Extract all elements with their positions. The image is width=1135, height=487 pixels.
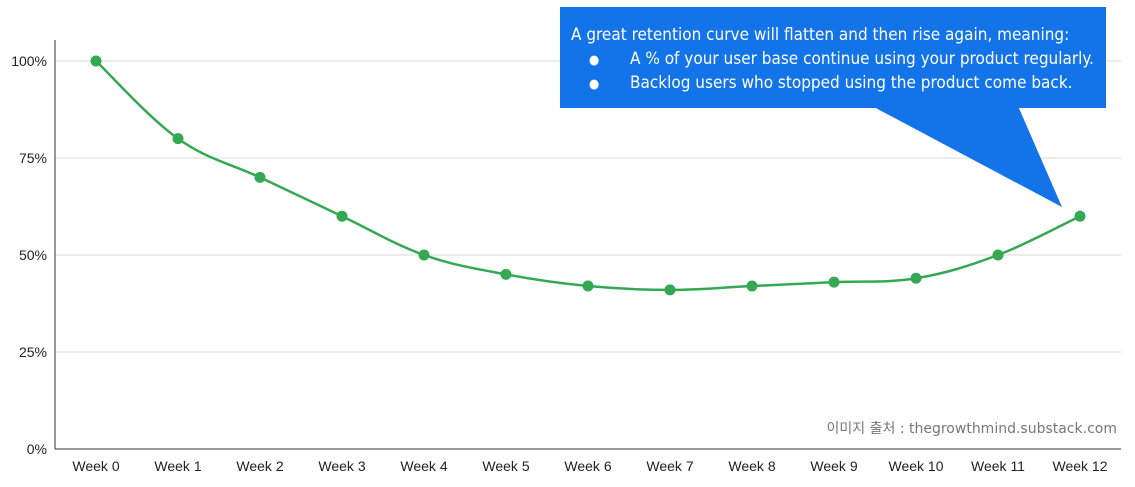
x-tick-label: Week 7 (646, 458, 693, 474)
x-tick-label: Week 11 (971, 458, 1025, 474)
callout-pointer (872, 106, 1062, 207)
x-tick-label: Week 2 (236, 458, 283, 474)
callout-bullet-1: A % of your user base continue using you… (630, 49, 1094, 69)
data-point (746, 280, 758, 292)
x-tick-label: Week 10 (889, 458, 944, 474)
data-point (172, 133, 184, 145)
callout-box (560, 7, 1106, 108)
data-point (500, 268, 512, 280)
annotation-callout: A great retention curve will flatten and… (560, 7, 1106, 207)
x-tick-label: Week 0 (72, 458, 119, 474)
y-tick-label: 50% (19, 247, 47, 263)
y-tick-label: 25% (19, 344, 47, 360)
data-point (910, 272, 922, 284)
y-tick-label: 100% (11, 53, 47, 69)
source-note: 이미지 출처 : thegrowthmind.substack.com (827, 421, 1117, 437)
data-points (90, 55, 1086, 296)
x-tick-label: Week 9 (810, 458, 857, 474)
data-point (254, 171, 266, 183)
x-tick-label: Week 4 (400, 458, 447, 474)
data-point (336, 210, 348, 222)
data-point (418, 249, 430, 261)
x-tick-label: Week 12 (1053, 458, 1108, 474)
x-tick-label: Week 3 (318, 458, 365, 474)
callout-heading: A great retention curve will flatten and… (571, 25, 1069, 45)
y-tick-label: 75% (19, 150, 47, 166)
data-point (664, 284, 676, 296)
data-point (992, 249, 1004, 261)
callout-bullet-2: Backlog users who stopped using the prod… (630, 73, 1073, 93)
y-tick-labels: 0% 25% 50% 75% 100% (11, 53, 47, 457)
data-point (582, 280, 594, 292)
x-tick-label: Week 5 (482, 458, 529, 474)
x-tick-labels: Week 0 Week 1 Week 2 Week 3 Week 4 Week 5 Week… (72, 458, 1107, 474)
data-point (1074, 210, 1086, 222)
axes (54, 40, 1121, 450)
data-point (828, 276, 840, 288)
x-tick-label: Week 8 (728, 458, 775, 474)
y-tick-label: 0% (27, 441, 47, 457)
x-tick-label: Week 6 (564, 458, 611, 474)
data-point (90, 55, 102, 67)
callout-bullet-glyph: ● (589, 53, 599, 68)
x-tick-label: Week 1 (154, 458, 201, 474)
callout-bullet-glyph: ● (589, 77, 599, 92)
